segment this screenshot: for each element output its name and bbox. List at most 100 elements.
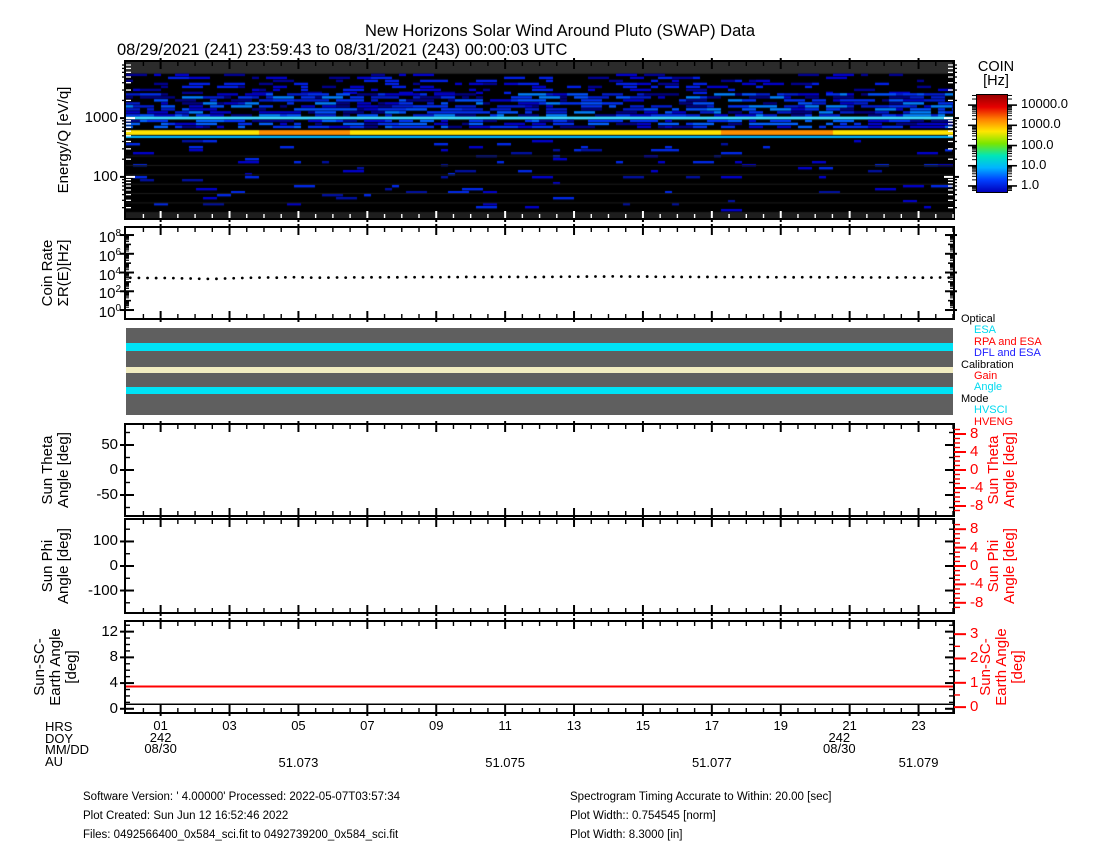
data-point — [886, 276, 890, 279]
data-point — [292, 275, 296, 279]
colorbar-title-line2: [Hz] — [983, 73, 1009, 89]
data-point — [852, 275, 856, 279]
data-point — [766, 275, 770, 279]
xaxis-row-label-au: AU — [45, 753, 64, 769]
data-point — [645, 275, 649, 278]
right-axis-tick-label: 4 — [970, 443, 979, 460]
data-point — [826, 275, 830, 279]
data-point — [938, 276, 942, 279]
y-tick-label: 0 — [109, 557, 118, 574]
y-tick-label: 0 — [109, 461, 118, 478]
hour-tick-label: 19 — [773, 718, 788, 733]
data-point — [525, 275, 528, 279]
xaxis-row-label-doy: DOY — [45, 730, 74, 746]
xaxis-row-label-mmdd: MM/DD — [45, 742, 90, 757]
data-point — [301, 276, 304, 279]
colorbar-tick-label: 100.0 — [1021, 136, 1054, 152]
data-point — [921, 276, 925, 280]
coin-rate-tick-label: 106 — [98, 246, 121, 265]
data-point — [499, 275, 503, 279]
legend-item-0-0: ESA — [974, 324, 997, 337]
data-point — [568, 275, 572, 279]
energy-tick-label: 1000 — [84, 109, 118, 127]
data-point — [576, 275, 580, 279]
data-point — [671, 275, 675, 279]
footer-software-version: Software Version: ' 4.00000' Processed: … — [83, 791, 401, 803]
legend-item-2-1: HVENG — [974, 415, 1014, 428]
colorbar-title-line1: COIN — [977, 59, 1015, 75]
data-point — [163, 276, 167, 280]
y-tick-label: 4 — [109, 674, 118, 692]
data-point — [869, 276, 873, 279]
data-point — [585, 275, 589, 278]
data-point — [413, 275, 416, 279]
data-point — [344, 276, 348, 279]
data-point — [706, 275, 709, 279]
data-point — [378, 276, 382, 279]
footer-timing-accuracy: Spectrogram Timing Accurate to Within: 2… — [570, 791, 832, 803]
data-point — [464, 275, 468, 279]
data-point — [395, 275, 399, 279]
footer-plot-width-in: Plot Width: 8.3000 [in] — [570, 829, 683, 841]
legend-item-2-0: HVSCI — [974, 404, 1008, 417]
right-axis-tick-label: -8 — [970, 593, 984, 611]
right-axis-label: Sun Phi Angle [deg] — [985, 528, 1018, 604]
y-tick-label: 0 — [109, 699, 118, 717]
coin-rate-tick-label: 108 — [98, 228, 121, 247]
footer-files: Files: 0492566400_0x584_sci.fit to 04927… — [83, 829, 399, 841]
right-axis-tick-label: 4 — [970, 538, 979, 556]
page-subtitle: 08/29/2021 (241) 23:59:43 to 08/31/2021 … — [117, 41, 568, 59]
data-point — [387, 275, 391, 279]
sun_theta-frame — [124, 423, 955, 517]
data-point — [128, 276, 132, 280]
legend-item-0-2: DFL and ESA — [974, 347, 1041, 360]
data-point — [947, 276, 951, 279]
data-point — [533, 275, 537, 279]
sun_phi-frame — [124, 518, 955, 614]
data-point — [189, 277, 193, 280]
right-axis-tick-label: -8 — [970, 497, 984, 514]
au-value-label: 51.077 — [691, 755, 732, 770]
right-axis-tick-label: 3 — [970, 625, 979, 643]
right-axis-tick-label: 8 — [970, 425, 979, 442]
data-point — [818, 275, 821, 279]
data-point — [318, 276, 322, 280]
data-point — [559, 275, 563, 279]
doy-value-label: 242 — [149, 729, 172, 745]
data-point — [878, 276, 882, 279]
hour-tick-label: 23 — [911, 718, 926, 733]
data-point — [335, 276, 339, 279]
data-point — [930, 276, 933, 279]
data-point — [749, 275, 752, 279]
legend-group-2: Mode — [961, 392, 989, 405]
data-point — [421, 275, 425, 279]
coin-rate-tick-label: 100 — [98, 303, 121, 322]
y-tick-label: 8 — [109, 648, 118, 666]
data-point — [637, 275, 640, 279]
data-point — [775, 275, 778, 279]
data-point — [619, 275, 623, 278]
mode-stripe-0 — [126, 343, 953, 351]
data-point — [352, 276, 356, 279]
mode-bars-panel — [126, 328, 953, 415]
colorbar-gradient — [976, 94, 1008, 193]
mmdd-value-label: 08/30 — [144, 741, 177, 756]
footer-plot-width-norm: Plot Width:: 0.754545 [norm] — [570, 810, 716, 822]
data-point — [370, 275, 373, 279]
au-value-label: 51.073 — [278, 755, 319, 770]
right-axis-tick-label: 1 — [970, 673, 979, 691]
legend-group-1: Calibration — [961, 358, 1014, 371]
right-axis-label: Sun-SC- Earth Angle [deg] — [977, 628, 1026, 706]
hour-tick-label: 03 — [222, 718, 237, 733]
data-point — [835, 276, 839, 279]
data-point — [809, 275, 813, 279]
data-point — [180, 276, 184, 280]
data-point — [404, 275, 408, 279]
data-point — [594, 275, 597, 278]
hour-tick-label: 01 — [153, 718, 168, 733]
data-point — [447, 275, 451, 279]
mode-stripe-1 — [126, 366, 953, 373]
coin-rate-tick-label: 104 — [98, 265, 121, 284]
data-point — [680, 275, 684, 279]
